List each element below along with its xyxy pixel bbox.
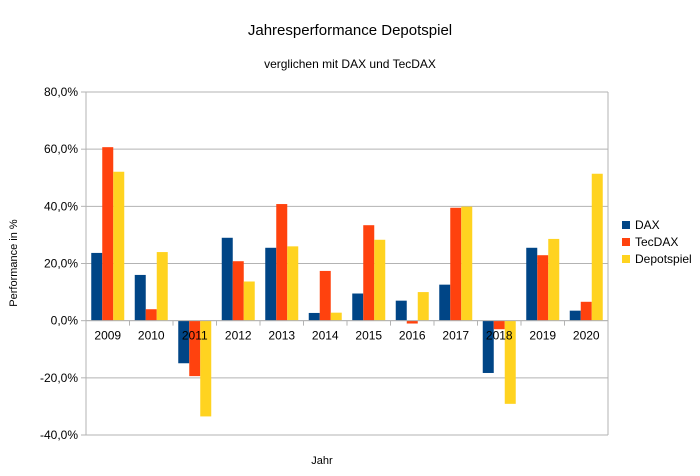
bar-tecdax-2016: [406, 320, 418, 324]
legend-item-tecdax: TecDAX: [622, 235, 678, 249]
legend-label: TecDAX: [635, 235, 679, 249]
bar-tecdax-2014: [319, 270, 331, 321]
bar-tecdax-2015: [363, 225, 375, 321]
x-tick-label: 2019: [529, 329, 556, 343]
y-tick-label: 20,0%: [44, 257, 78, 271]
x-tick-label: 2009: [94, 329, 121, 343]
legend-label: DAX: [635, 218, 660, 232]
y-tick-label: 0,0%: [51, 314, 79, 328]
bar-tecdax-2018: [493, 320, 505, 330]
bar-tecdax-2020: [580, 301, 592, 321]
bar-tecdax-2019: [537, 255, 549, 321]
bar-depotspiel-2012: [243, 281, 255, 321]
legend-item-dax: DAX: [622, 218, 660, 232]
y-tick-label: 60,0%: [44, 142, 78, 156]
bar-depotspiel-2016: [417, 292, 429, 321]
x-tick-label: 2016: [399, 329, 426, 343]
bar-dax-2009: [91, 252, 103, 321]
bar-dax-2019: [526, 247, 538, 321]
x-tick-label: 2013: [268, 329, 295, 343]
x-tick-label: 2012: [225, 329, 252, 343]
bar-depotspiel-2010: [156, 252, 168, 321]
x-tick-label: 2010: [138, 329, 165, 343]
y-tick-label: -40,0%: [40, 428, 78, 442]
legend-swatch: [622, 221, 630, 229]
bar-dax-2014: [308, 312, 320, 321]
bar-dax-2012: [221, 237, 233, 321]
y-tick-label: 40,0%: [44, 199, 78, 213]
y-tick-label: 80,0%: [44, 85, 78, 99]
bar-dax-2015: [352, 293, 364, 321]
bar-dax-2018: [482, 320, 494, 373]
bar-dax-2013: [265, 247, 277, 321]
bar-dax-2010: [134, 274, 146, 321]
chart-title: Jahresperformance Depotspiel: [247, 22, 453, 39]
bar-depotspiel-2017: [461, 206, 473, 321]
bar-depotspiel-2009: [113, 171, 125, 321]
x-tick-label: 2020: [573, 329, 600, 343]
bar-depotspiel-2014: [330, 312, 342, 321]
bar-dax-2020: [569, 310, 581, 321]
bar-depotspiel-2018: [504, 320, 516, 404]
x-tick-label: 2018: [486, 329, 513, 343]
bar-tecdax-2010: [145, 309, 157, 321]
x-tick-label: 2014: [312, 329, 339, 343]
bar-depotspiel-2011: [200, 320, 212, 417]
bar-dax-2011: [178, 320, 190, 364]
bar-tecdax-2013: [276, 204, 288, 321]
bar-depotspiel-2019: [548, 238, 560, 321]
x-tick-label: 2011: [182, 329, 208, 343]
bar-depotspiel-2020: [591, 173, 603, 321]
bar-tecdax-2011: [189, 320, 201, 377]
x-tick-label: 2015: [355, 329, 382, 343]
x-axis-label: Jahr: [311, 455, 333, 467]
bar-dax-2017: [439, 284, 451, 321]
bar-depotspiel-2013: [287, 246, 299, 321]
legend-swatch: [622, 255, 630, 263]
y-tick-label: -20,0%: [40, 371, 78, 385]
legend-item-depotspiel: Depotspiel: [622, 252, 692, 266]
bar-tecdax-2012: [232, 261, 244, 321]
bar-depotspiel-2015: [374, 239, 386, 321]
legend-swatch: [622, 238, 630, 246]
bar-tecdax-2017: [450, 207, 462, 321]
chart-subtitle: verglichen mit DAX und TecDAX: [264, 57, 436, 71]
bar-tecdax-2009: [102, 147, 114, 321]
bar-dax-2016: [395, 300, 407, 321]
x-tick-label: 2017: [442, 329, 469, 343]
legend-label: Depotspiel: [635, 252, 692, 266]
